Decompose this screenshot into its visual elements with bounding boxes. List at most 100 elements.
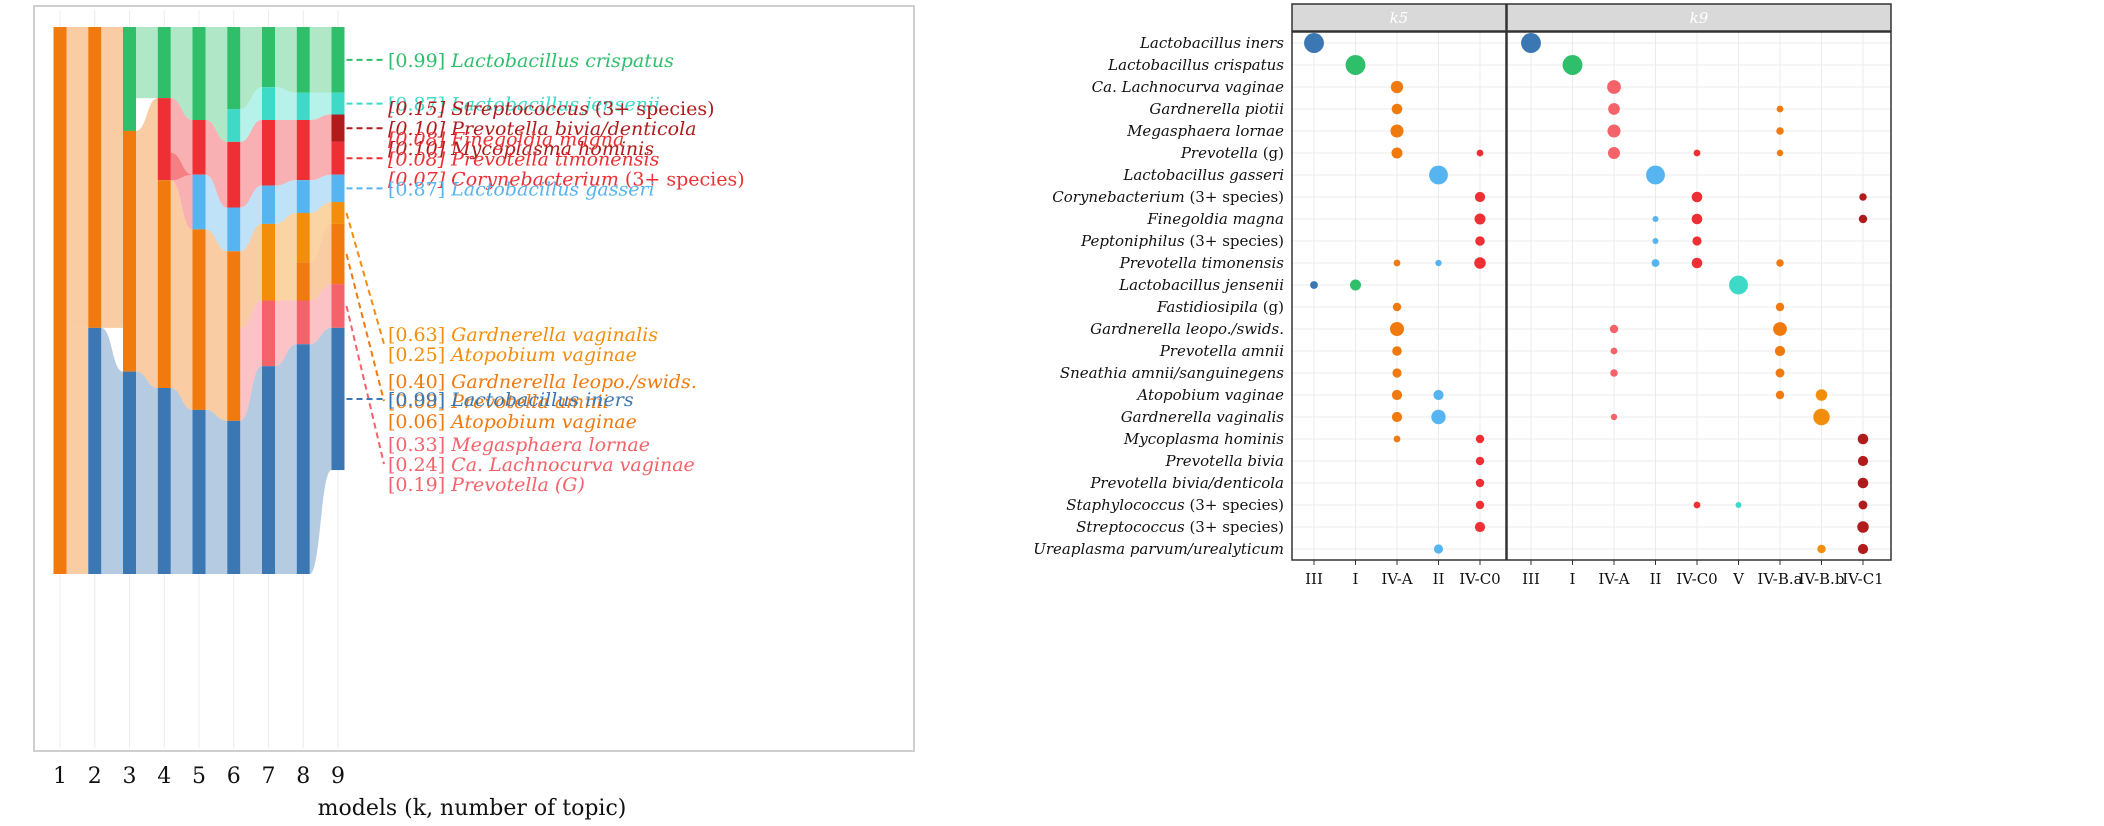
species-row-label: Ureaplasma parvum/urealyticum bbox=[1033, 540, 1284, 558]
topic-weight-dot bbox=[1474, 191, 1486, 203]
flow-band-crispatus bbox=[170, 27, 193, 120]
species-row-label: Atopobium vaginae bbox=[1135, 386, 1284, 404]
species-row-label-part: Atopobium vaginae bbox=[1135, 386, 1284, 404]
topic-weight-dot bbox=[1735, 502, 1742, 508]
x-tick-label: 2 bbox=[88, 764, 102, 789]
topic-label-finegoldia: [0.07] Corynebacterium (3+ species) bbox=[388, 168, 745, 190]
topic-node-crispatus bbox=[262, 27, 275, 88]
topic-label-gasseri-part: [0.87] bbox=[388, 178, 451, 200]
species-row-label: Staphylococcus (3+ species) bbox=[1066, 496, 1284, 514]
topic-weight-dot bbox=[1776, 149, 1784, 157]
flow-band-crispatus bbox=[240, 27, 262, 110]
flow-band-iners bbox=[309, 327, 332, 574]
topic-label-strep-part: Mycoplasma hominis bbox=[450, 138, 654, 160]
flow-band-gardnerella bbox=[275, 212, 297, 263]
topic-node-iners bbox=[262, 366, 275, 574]
topic-node-gasseri bbox=[262, 185, 275, 224]
species-row-label-part: Prevotella timonensis bbox=[1119, 254, 1285, 272]
topic-label-strep-part: Prevotella bivia/denticola bbox=[450, 118, 696, 140]
topic-weight-dot bbox=[1692, 236, 1702, 246]
topic-label-finegoldia-part: [0.08] bbox=[388, 148, 451, 170]
x-tick-label: 5 bbox=[192, 764, 206, 789]
flow-band-gasseri bbox=[309, 174, 332, 213]
species-row-label-part: Lactobacillus crispatus bbox=[1107, 56, 1284, 74]
topic-weight-dot bbox=[1610, 369, 1618, 377]
topic-label-megasphaera-part: Ca. Lachnocurva vaginae bbox=[451, 454, 695, 476]
species-row-label-part: Ureaplasma parvum/urealyticum bbox=[1033, 540, 1284, 558]
topic-weight-dot bbox=[1521, 33, 1541, 53]
flow-band-root bbox=[66, 27, 89, 328]
topic-weight-dot bbox=[1813, 408, 1830, 426]
species-row-label: Lactobacillus crispatus bbox=[1107, 56, 1284, 74]
topic-node-leopold bbox=[296, 262, 310, 301]
topic-label-megasphaera-part: [0.33] bbox=[388, 434, 451, 456]
topic-weight-dot bbox=[1475, 434, 1485, 444]
topic-label-jensenii-part: [0.87] bbox=[388, 94, 451, 116]
topic-node-gasseri bbox=[227, 207, 241, 252]
species-row-label-part: Lactobacillus gasseri bbox=[1122, 166, 1284, 184]
facet-title: k5 bbox=[1390, 9, 1409, 27]
species-row-label-part: Peptoniphilus bbox=[1080, 232, 1185, 250]
topic-label-gasseri: [0.87] Lactobacillus gasseri bbox=[388, 178, 655, 200]
flow-band-megasphaera bbox=[275, 300, 297, 367]
species-row-label-part: (3+ species) bbox=[1185, 518, 1284, 536]
topic-node-finegoldia bbox=[192, 119, 206, 175]
topic-node-iners bbox=[123, 371, 136, 574]
species-row-label-part: Fastidiosipila bbox=[1156, 298, 1258, 316]
leader-line-gardnerella bbox=[345, 212, 385, 345]
topic-node-finegoldia bbox=[296, 119, 310, 181]
topic-weight-dot bbox=[1857, 521, 1869, 533]
x-tick-label: 6 bbox=[227, 764, 241, 789]
x-tick-label: 3 bbox=[123, 764, 137, 789]
x-tick-label: 9 bbox=[331, 764, 345, 789]
topic-weight-dot bbox=[1475, 478, 1485, 488]
topic-weight-dot bbox=[1310, 281, 1318, 289]
topic-label-finegoldia: [0.08] Finegoldia magna bbox=[388, 128, 624, 150]
species-row-label-part: Prevotella bivia bbox=[1165, 452, 1284, 470]
topic-weight-dot bbox=[1345, 55, 1366, 75]
flow-band-root bbox=[66, 327, 89, 574]
topic-label-leopold-part: Gardnerella leopo./swids. bbox=[451, 371, 697, 393]
species-row-label: Peptoniphilus (3+ species) bbox=[1080, 232, 1284, 250]
topic-label-strep: [0.10] Mycoplasma hominis bbox=[388, 138, 654, 160]
topic-weight-dot bbox=[1390, 80, 1404, 94]
cluster-column-label: V bbox=[1732, 570, 1745, 588]
topic-node-root bbox=[123, 130, 136, 372]
species-row-label-part: Megasphaera lornae bbox=[1126, 122, 1284, 140]
topic-node-megasphaera bbox=[331, 284, 345, 328]
x-tick-label: 8 bbox=[296, 764, 310, 789]
species-row-label: Sneathia amnii/sanguinegens bbox=[1060, 364, 1284, 382]
flow-band-leopold bbox=[170, 180, 193, 410]
topic-node-leopold bbox=[157, 180, 171, 389]
topic-weight-dot bbox=[1610, 413, 1618, 421]
topic-weight-dot bbox=[1562, 55, 1583, 75]
species-row-label-part: Prevotella amnii bbox=[1159, 342, 1284, 360]
topic-label-leopold-part: [0.06] bbox=[388, 411, 451, 433]
topic-weight-dot bbox=[1775, 390, 1785, 400]
flow-band-root bbox=[136, 98, 158, 181]
alluvial-frame bbox=[33, 5, 915, 752]
topic-node-iners bbox=[88, 327, 102, 574]
topic-node-crispatus bbox=[296, 27, 310, 93]
topic-label-gardnerella: [0.25] Atopobium vaginae bbox=[388, 344, 637, 366]
flow-band-gasseri bbox=[205, 174, 228, 252]
topic-weight-dot bbox=[1391, 389, 1403, 401]
topic-weight-dot bbox=[1652, 238, 1659, 244]
species-row-label: Gardnerella vaginalis bbox=[1121, 408, 1285, 426]
facet-title: k9 bbox=[1690, 9, 1709, 27]
facet-frame bbox=[1291, 31, 1507, 561]
species-row-label: Fastidiosipila (g) bbox=[1156, 298, 1284, 316]
topic-label-gardnerella-part: [0.63] bbox=[388, 324, 451, 346]
topic-weight-dot bbox=[1857, 543, 1869, 555]
topic-weight-dot bbox=[1609, 324, 1619, 334]
topic-label-megasphaera: [0.19] Prevotella (G) bbox=[388, 474, 585, 496]
cluster-column-label: III bbox=[1305, 570, 1323, 588]
topic-node-gardnerella bbox=[296, 212, 310, 263]
topic-weight-dot bbox=[1474, 257, 1486, 269]
topic-weight-dot bbox=[1429, 165, 1448, 185]
topic-node-crispatus bbox=[157, 27, 171, 99]
topic-weight-dot bbox=[1433, 544, 1444, 554]
topic-weight-dot bbox=[1431, 409, 1446, 425]
topic-weight-dot bbox=[1350, 279, 1361, 291]
topic-node-iners bbox=[296, 344, 310, 574]
